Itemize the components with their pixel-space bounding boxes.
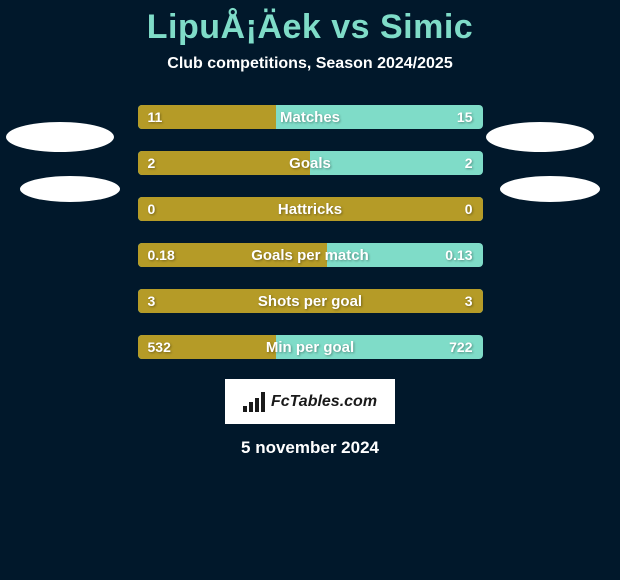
- stat-row-fill-left: [138, 151, 311, 175]
- decorative-ellipse: [500, 176, 600, 202]
- stat-row: 33Shots per goal: [138, 289, 483, 313]
- stat-row: 1115Matches: [138, 105, 483, 129]
- subtitle: Club competitions, Season 2024/2025: [0, 55, 620, 73]
- date-label: 5 november 2024: [0, 438, 620, 458]
- stat-value-right: 0.13: [445, 243, 472, 267]
- stat-row: 22Goals: [138, 151, 483, 175]
- stat-value-left: 11: [148, 105, 163, 129]
- stat-value-right: 15: [457, 105, 473, 129]
- stat-value-left: 0.18: [148, 243, 175, 267]
- stat-value-right: 0: [465, 197, 473, 221]
- stat-value-left: 3: [148, 289, 156, 313]
- comparison-card: LipuÅ¡Äek vs Simic Club competitions, Se…: [0, 0, 620, 580]
- stat-value-left: 532: [148, 335, 171, 359]
- stat-value-left: 0: [148, 197, 156, 221]
- decorative-ellipse: [6, 122, 114, 152]
- decorative-ellipse: [20, 176, 120, 202]
- stat-row: 00Hattricks: [138, 197, 483, 221]
- brand-logo: FcTables.com: [225, 379, 395, 424]
- stat-row-fill-left: [138, 289, 483, 313]
- decorative-ellipse: [486, 122, 594, 152]
- stat-value-right: 3: [465, 289, 473, 313]
- brand-logo-text: FcTables.com: [271, 393, 377, 411]
- page-title: LipuÅ¡Äek vs Simic: [0, 8, 620, 47]
- stat-value-right: 2: [465, 151, 473, 175]
- stat-value-left: 2: [148, 151, 156, 175]
- stats-container: 1115Matches22Goals00Hattricks0.180.13Goa…: [138, 105, 483, 359]
- stat-row: 0.180.13Goals per match: [138, 243, 483, 267]
- stat-row: 532722Min per goal: [138, 335, 483, 359]
- stat-value-right: 722: [449, 335, 472, 359]
- logo-bars-icon: [243, 392, 265, 412]
- stat-row-fill-left: [138, 197, 483, 221]
